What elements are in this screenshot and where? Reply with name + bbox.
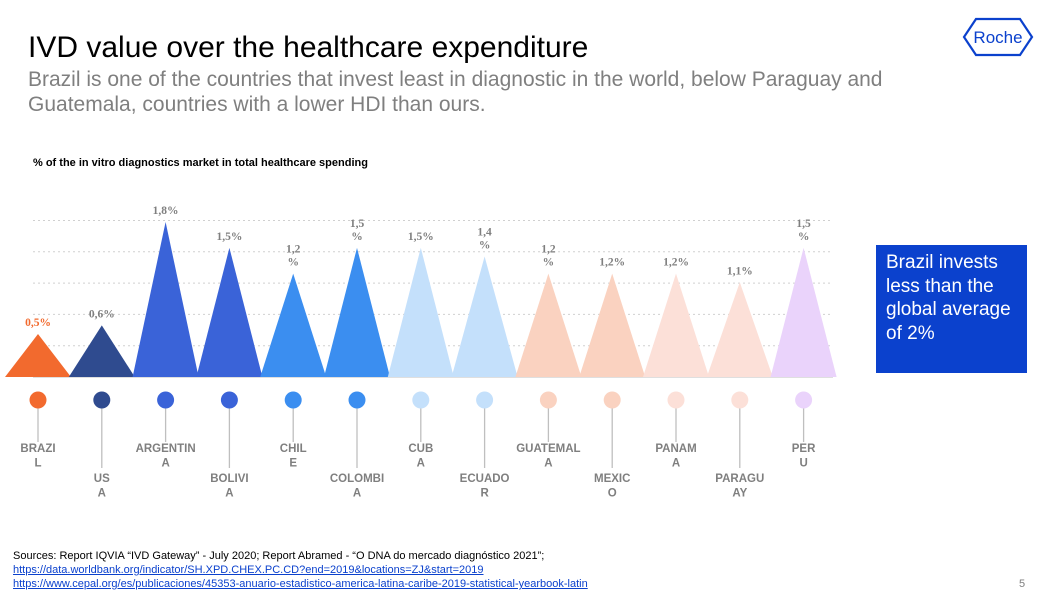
category-label: A xyxy=(544,458,552,470)
category-label: A xyxy=(161,458,169,470)
category-label: MEXIC xyxy=(594,473,630,485)
source-link-cepal[interactable]: https://www.cepal.org/es/publicaciones/4… xyxy=(13,578,588,590)
category-label: E xyxy=(289,458,297,470)
chart-title: % of the in vitro diagnostics market in … xyxy=(33,157,368,169)
category-label: GUATEMAL xyxy=(516,443,580,455)
bar-ecuador xyxy=(451,256,518,377)
bar-colombia xyxy=(324,247,390,377)
category-label: ECUADO xyxy=(460,473,510,485)
callout-box: Brazil invests less than the global aver… xyxy=(876,245,1027,373)
bar-usa xyxy=(68,325,135,377)
bar-brazil xyxy=(5,333,71,377)
data-label: 1,4 xyxy=(477,226,492,238)
data-label: 1,8% xyxy=(153,205,179,217)
category-label: A xyxy=(225,488,233,500)
category-marker xyxy=(348,391,366,409)
bar-panama xyxy=(643,273,709,377)
roche-logo-text: Roche xyxy=(973,28,1022,47)
category-marker xyxy=(667,391,685,409)
data-label: % xyxy=(479,239,491,251)
category-marker xyxy=(29,391,47,409)
page-title: IVD value over the healthcare expenditur… xyxy=(28,31,589,64)
ivd-bar-chart: 0,5%0,6%1,8%1,5%1,2%1,5% 1,5% 1,4% 1,2% 1,2%… xyxy=(5,205,837,500)
category-marker xyxy=(795,391,813,409)
category-marker xyxy=(284,391,302,409)
category-marker xyxy=(93,391,111,409)
category-marker xyxy=(476,391,494,409)
data-label: % xyxy=(798,231,810,243)
chart-category-axis: BRAZI L US A ARGENTIN A BOLIVI A CHIL E COLOMBI A CU… xyxy=(20,391,816,500)
category-label: ARGENTIN xyxy=(136,443,196,455)
category-label: PANAM xyxy=(655,443,696,455)
data-label: 0,6% xyxy=(89,308,115,320)
data-label: % xyxy=(543,257,555,269)
page-number: 5 xyxy=(1019,578,1026,590)
category-marker xyxy=(603,391,621,409)
sources-text: Sources: Report IQVIA “IVD Gateway” - Ju… xyxy=(13,550,545,562)
bar-paraguay xyxy=(706,282,773,377)
category-marker xyxy=(539,391,557,409)
bar-peru xyxy=(770,247,837,377)
category-label: R xyxy=(480,488,489,500)
category-label: BOLIVI xyxy=(210,473,248,485)
category-label: A xyxy=(98,488,106,500)
category-label: A xyxy=(417,458,425,470)
chart-bars xyxy=(5,222,837,377)
bar-mexico xyxy=(579,273,646,377)
data-label: 1,5% xyxy=(408,231,434,243)
bar-chile xyxy=(260,273,327,377)
bar-cuba xyxy=(387,247,454,377)
data-label: 1,2% xyxy=(599,257,625,269)
data-label: 1,2% xyxy=(663,257,689,269)
category-label: CHIL xyxy=(280,443,307,455)
bar-argentina xyxy=(132,222,199,377)
category-label: COLOMBI xyxy=(330,473,384,485)
category-label: CUB xyxy=(408,443,433,455)
category-label: O xyxy=(608,488,617,500)
source-link-worldbank[interactable]: https://data.worldbank.org/indicator/SH.… xyxy=(13,564,484,576)
data-label: % xyxy=(287,257,299,269)
data-label: 1,2 xyxy=(541,244,556,256)
category-label: L xyxy=(34,458,41,470)
bar-guatemala xyxy=(515,273,582,377)
data-label: 1,5% xyxy=(216,231,242,243)
category-label: A xyxy=(353,488,361,500)
category-label: PARAGU xyxy=(715,473,764,485)
category-label: US xyxy=(94,473,110,485)
category-label: U xyxy=(799,458,807,470)
data-label: 0,5% xyxy=(25,317,51,329)
category-marker xyxy=(220,391,238,409)
category-label: A xyxy=(672,458,680,470)
category-marker xyxy=(412,391,430,409)
data-label: % xyxy=(351,231,363,243)
sources-footer: Sources: Report IQVIA “IVD Gateway” - Ju… xyxy=(13,549,913,591)
data-label: 1,5 xyxy=(796,218,811,230)
category-marker xyxy=(157,391,175,409)
category-label: AY xyxy=(732,488,747,500)
data-label: 1,1% xyxy=(727,265,753,277)
data-label: 1,2 xyxy=(286,244,301,256)
chart-data-labels: 0,5%0,6%1,8%1,5%1,2%1,5% 1,5% 1,4% 1,2% 1,2%… xyxy=(25,205,811,329)
page-subtitle: Brazil is one of the countries that inve… xyxy=(28,68,883,116)
category-label: BRAZI xyxy=(20,443,55,455)
roche-logo: Roche xyxy=(962,17,1034,57)
category-label: PER xyxy=(792,443,816,455)
category-marker xyxy=(731,391,749,409)
data-label: 1,5 xyxy=(350,218,365,230)
bar-bolivia xyxy=(196,247,263,377)
roche-logo-hexagon xyxy=(962,17,1034,57)
